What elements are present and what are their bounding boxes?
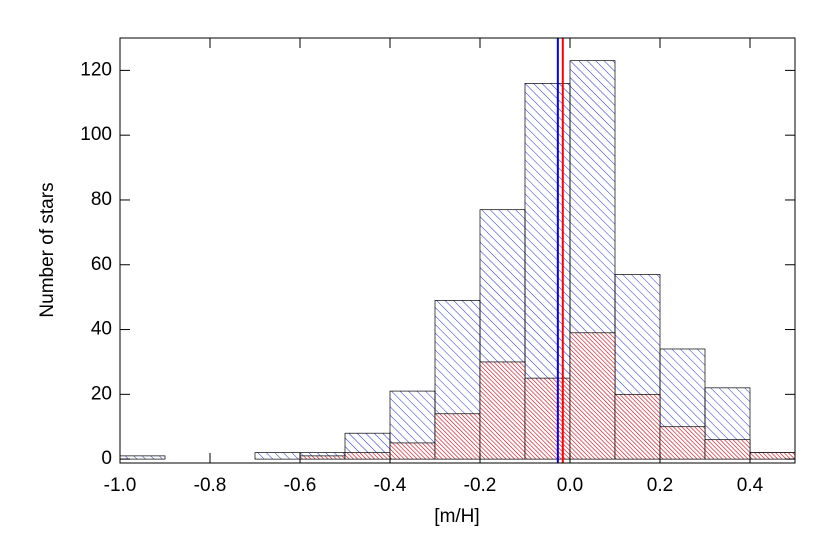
histogram-bar <box>569 332 616 460</box>
y-tick-label: 100 <box>80 124 112 145</box>
histogram-bar <box>704 439 751 460</box>
x-tick-label: -1.0 <box>104 475 137 496</box>
histogram-bar <box>614 393 661 460</box>
histogram-bar <box>749 452 796 460</box>
y-tick-label: 40 <box>91 319 112 340</box>
histogram-bar <box>479 361 526 460</box>
y-tick-label: 0 <box>101 448 112 469</box>
x-tick-label: 0.2 <box>647 475 673 496</box>
y-tick-label: 80 <box>91 189 112 210</box>
x-tick-label: 0.0 <box>557 475 583 496</box>
y-tick-label: 120 <box>80 59 112 80</box>
plot-frame <box>119 37 796 464</box>
x-tick-label: 0.4 <box>737 475 764 496</box>
histogram-bar <box>254 452 301 460</box>
histogram-bar <box>299 455 346 460</box>
histogram-bar <box>434 413 481 460</box>
y-tick-label: 20 <box>91 383 112 404</box>
y-tick-label: 60 <box>91 254 112 275</box>
histogram-bar <box>344 452 391 460</box>
x-axis-label: [m/H] <box>434 506 479 527</box>
histogram-bar <box>389 442 436 460</box>
y-axis-label: Number of stars <box>37 182 58 317</box>
x-tick-label: -0.4 <box>374 475 407 496</box>
plot-area <box>119 38 796 463</box>
x-tick-label: -0.8 <box>194 475 227 496</box>
histogram-bar <box>659 426 706 460</box>
x-tick-label: -0.2 <box>464 475 497 496</box>
x-tick-label: -0.6 <box>284 475 317 496</box>
